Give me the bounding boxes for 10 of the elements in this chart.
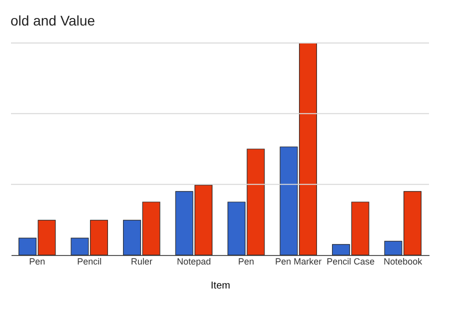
x-tick-label: Pencil Case bbox=[326, 256, 375, 266]
x-tick-label: Pen bbox=[238, 256, 254, 266]
x-tick-label: Pencil bbox=[77, 256, 102, 266]
chart-title: old and Value bbox=[10, 12, 96, 28]
x-tick-label: Pen bbox=[29, 256, 46, 266]
x-tick-label: Ruler bbox=[130, 256, 152, 266]
x-tick-label: Pen Marker bbox=[275, 256, 322, 266]
x-axis-title: Item bbox=[210, 280, 230, 292]
x-tick-label: Notepad bbox=[176, 256, 211, 266]
x-tick-label: Notebook bbox=[384, 256, 423, 266]
